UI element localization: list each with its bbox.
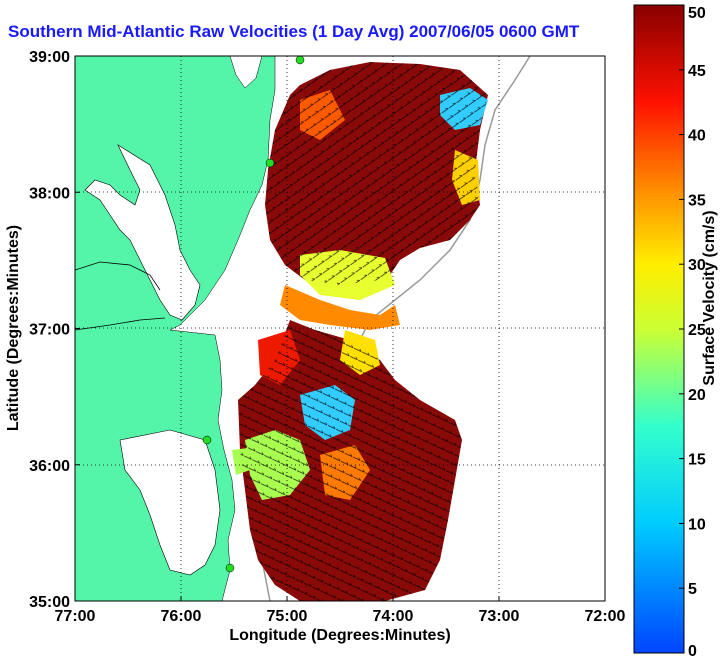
- y-axis-label: Latitude (Degrees:Minutes): [5, 225, 22, 431]
- x-tick-label: 75:00: [267, 608, 308, 625]
- y-tick-label: 35:00: [29, 594, 70, 611]
- chesapeake-bay: [84, 144, 201, 321]
- colorbar-tick-label: 5: [688, 581, 697, 598]
- colorbar-tick-label: 10: [688, 516, 706, 533]
- vector-arrows-north: [265, 62, 488, 285]
- delaware-bay: [229, 56, 263, 89]
- station-marker: [225, 563, 235, 573]
- map-title: Southern Mid-Atlantic Raw Velocities (1 …: [8, 22, 580, 41]
- y-tick-label: 37:00: [29, 322, 70, 339]
- colorbar-tick-label: 35: [688, 192, 706, 209]
- colorbar: [633, 4, 685, 654]
- colorbar-label: Surface Velocity (cm/s): [701, 210, 718, 385]
- james-river: [75, 317, 166, 331]
- colorbar-tick-label: 30: [688, 257, 706, 274]
- colorbar-tick-label: 25: [688, 322, 706, 339]
- station-marker: [295, 56, 305, 65]
- grid-lines: [75, 56, 605, 601]
- station-marker: [265, 158, 275, 168]
- x-tick-label: 76:00: [161, 608, 202, 625]
- velocity-patch-orange-mid: [280, 285, 400, 330]
- y-tick-label: 38:00: [29, 185, 70, 202]
- colorbar-tick-label: 0: [688, 643, 697, 659]
- station-marker: [202, 435, 212, 445]
- y-tick-label: 36:00: [29, 458, 70, 475]
- pamlico-sound: [119, 429, 221, 576]
- colorbar-tick-label: 40: [688, 128, 706, 145]
- y-tick-label: 39:00: [29, 49, 70, 66]
- colorbar-tick-label: 20: [688, 387, 706, 404]
- colorbar-tick-label: 50: [688, 5, 706, 22]
- x-tick-label: 74:00: [373, 608, 414, 625]
- colorbar-tick-label: 45: [688, 63, 706, 80]
- x-tick-label: 73:00: [479, 608, 520, 625]
- x-tick-label: 72:00: [585, 608, 626, 625]
- colorbar-tick-label: 15: [688, 452, 706, 469]
- x-tick-label: 77:00: [55, 608, 96, 625]
- vector-arrows-south: [238, 320, 462, 601]
- potomac-river: [75, 261, 161, 291]
- x-axis-label: Longitude (Degrees:Minutes): [229, 627, 450, 644]
